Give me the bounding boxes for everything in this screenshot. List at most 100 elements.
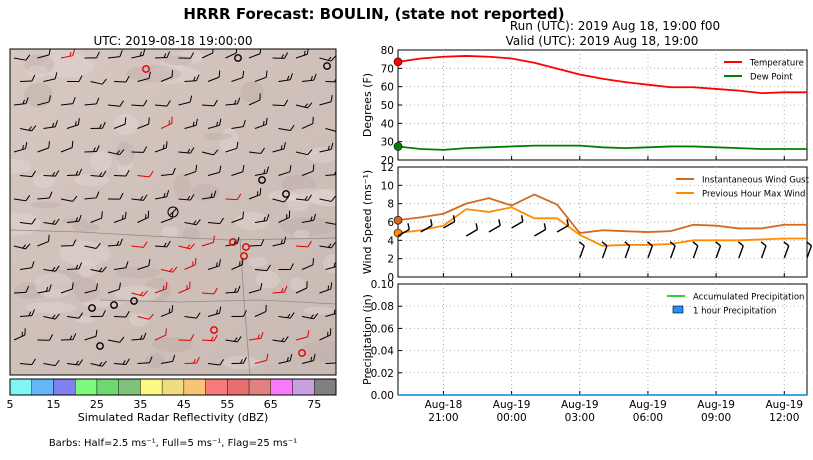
wind-barb <box>131 332 147 341</box>
barb-half <box>216 309 218 315</box>
barb-shaft <box>248 289 261 294</box>
barb-shaft <box>107 339 120 343</box>
wind-barb <box>178 243 195 250</box>
barb-shaft <box>254 269 267 272</box>
barb-flag <box>289 354 293 361</box>
barb-flag <box>218 259 221 266</box>
wind-barb <box>66 118 80 129</box>
barb-flag <box>330 55 336 62</box>
barb-shaft <box>325 362 336 364</box>
barb-flag <box>124 117 127 125</box>
barb-shaft <box>248 99 261 106</box>
barb-shaft <box>278 316 291 319</box>
colorbar-swatch <box>205 378 228 396</box>
barb-shaft <box>207 76 220 82</box>
barb-flag <box>307 149 313 156</box>
y-tick-label: 0.08 <box>371 301 394 313</box>
barb-flag <box>72 333 77 340</box>
barb-half <box>310 314 314 319</box>
series-start-marker <box>393 215 403 225</box>
barb-flag <box>266 353 269 361</box>
barb-shaft <box>19 315 33 317</box>
barb-shaft <box>90 269 103 273</box>
wind-barb <box>225 49 238 59</box>
barb-shaft <box>301 219 314 223</box>
wind-barb <box>301 213 317 223</box>
barb-shaft <box>319 288 332 294</box>
station-marker <box>258 176 266 184</box>
barb-flag <box>31 309 35 316</box>
y-tick-label: 4 <box>387 235 394 247</box>
wind-barb <box>160 70 174 82</box>
wind-barb <box>254 166 270 176</box>
barb-flag <box>95 329 98 337</box>
barb-shaft <box>137 316 150 320</box>
barb-shaft <box>13 245 26 250</box>
barb-shaft <box>272 198 285 203</box>
wind-barb <box>225 141 239 153</box>
colorbar-swatch <box>140 378 163 396</box>
barb-flag <box>498 219 501 226</box>
barb-shaft <box>160 269 173 273</box>
terrain-shade <box>25 301 77 314</box>
barb-half <box>98 361 103 366</box>
wind-barb <box>178 52 195 59</box>
wind-barb <box>60 140 74 153</box>
barb-shaft <box>184 80 197 82</box>
wind-barb <box>201 49 214 59</box>
barb-flag <box>95 191 100 198</box>
wind-barb <box>154 328 167 341</box>
station-marker <box>240 252 248 260</box>
barb-flag <box>25 285 30 293</box>
wind-barb <box>207 217 224 225</box>
barb-shaft <box>113 267 126 270</box>
wind-barb <box>13 285 30 294</box>
barb-flag <box>95 283 99 291</box>
wind-barb <box>272 236 287 247</box>
barb-flag <box>407 223 410 230</box>
wind-barb <box>248 331 264 341</box>
barb-flag <box>213 287 218 295</box>
barb-shaft <box>66 220 79 223</box>
barb-shaft <box>295 287 308 294</box>
wind-barb <box>113 261 129 270</box>
barb-shaft <box>738 245 744 259</box>
station-marker <box>323 62 331 70</box>
station-marker <box>96 342 104 350</box>
colorbar-tick-label: 35 <box>133 398 147 411</box>
hourly-wind-barb <box>397 223 410 237</box>
wind-barb <box>178 147 195 154</box>
valid-time-label: Valid (UTC): 2019 Aug 18, 19:00 <box>506 34 699 48</box>
barb-flag <box>54 218 60 225</box>
barb-flag <box>149 170 154 178</box>
terrain-shade <box>13 282 46 300</box>
barb-shaft <box>84 150 97 153</box>
barb-shaft <box>154 196 167 200</box>
terrain-shade <box>323 254 336 274</box>
barb-flag <box>235 49 238 53</box>
wind-barb <box>278 263 294 270</box>
colorbar-label: Simulated Radar Reflectivity (dBZ) <box>78 411 269 424</box>
station-marker <box>88 304 96 312</box>
colorbar-swatch <box>183 378 206 396</box>
barb-shaft <box>295 245 309 248</box>
colorbar-swatch <box>270 378 293 396</box>
barb-shaft <box>19 363 32 366</box>
y-tick-label: 0.00 <box>371 390 394 402</box>
barb-half <box>216 262 218 267</box>
barb-shaft <box>137 175 150 178</box>
wind-barb <box>201 190 217 200</box>
wind-barb <box>207 165 222 176</box>
barb-flag <box>189 95 193 103</box>
barb-flag <box>578 241 585 247</box>
barb-flag <box>72 195 78 202</box>
barb-shaft <box>254 76 267 82</box>
barb-half <box>168 120 170 125</box>
y-tick-label: 0.04 <box>371 346 395 358</box>
barb-shaft <box>231 126 244 129</box>
terrain-shade <box>305 146 336 163</box>
barb-flag <box>196 74 200 81</box>
barb-shaft <box>184 222 197 226</box>
barb-half <box>327 285 330 291</box>
barb-shaft <box>113 363 127 365</box>
